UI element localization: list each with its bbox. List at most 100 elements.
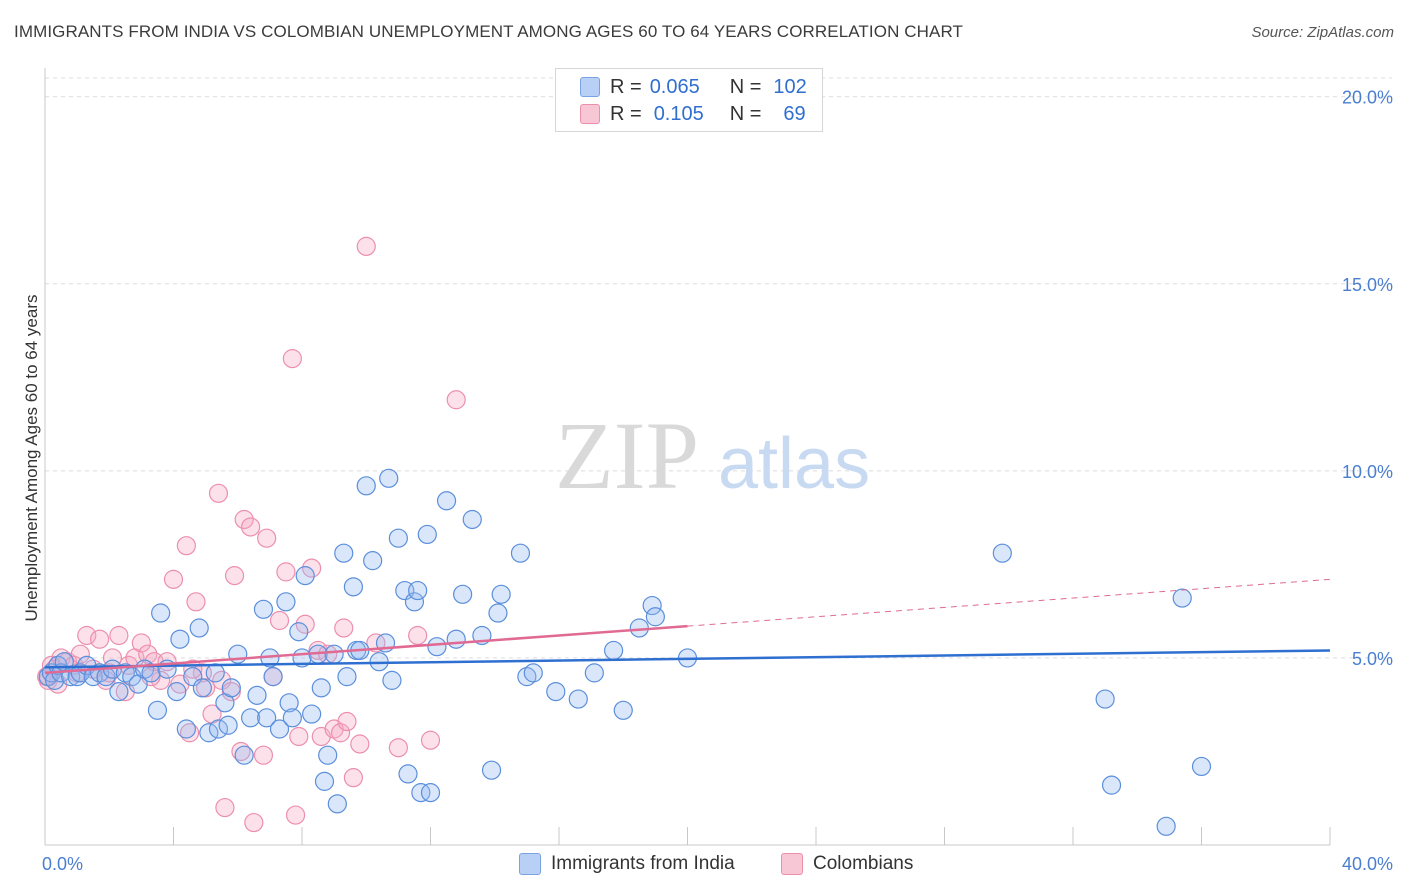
colombians-point [179, 723, 200, 743]
india-point [510, 543, 531, 563]
india-point [568, 689, 588, 709]
india-point [604, 640, 624, 661]
india-point [411, 783, 431, 803]
india-point [311, 678, 331, 698]
colombians-point [408, 625, 428, 646]
colombians-trend-line [44, 624, 688, 675]
watermark-atlas: atlas [718, 424, 870, 504]
india-point [523, 663, 543, 683]
colombians-point [276, 562, 296, 582]
x-tick-label: 0.0% [42, 854, 83, 874]
gridlines [45, 77, 1392, 659]
india-point [241, 708, 261, 728]
legend-r-value: 0.105 [653, 102, 704, 125]
india-point [205, 663, 225, 683]
india-point [257, 708, 277, 728]
colombians-point [77, 625, 97, 646]
india-point [1156, 816, 1176, 836]
bottom-legend-colombians: Colombians [781, 851, 913, 877]
colombians-point [163, 569, 184, 589]
colombians-point [109, 625, 129, 646]
india-point [253, 599, 274, 619]
india-point [481, 760, 502, 780]
india-point [992, 543, 1012, 563]
india-point [324, 644, 344, 664]
india-point [176, 719, 196, 739]
india-point [109, 681, 129, 702]
colombians-point [138, 644, 158, 664]
india-point [427, 637, 447, 657]
legend-n-value: 69 [783, 102, 806, 125]
india-point [420, 783, 441, 803]
colombians-point [285, 805, 306, 825]
india-point [279, 693, 299, 713]
x-tick-label: 40.0% [1342, 854, 1393, 874]
india-point [453, 584, 473, 604]
colombians-point [289, 726, 309, 747]
axes [44, 68, 1331, 846]
colombians-point [388, 738, 408, 758]
colombians-point [70, 644, 90, 664]
india-point [446, 629, 466, 649]
india-point [488, 603, 508, 623]
colombians-point [334, 618, 354, 638]
india-point [314, 771, 335, 791]
colombians-point [241, 517, 261, 537]
india-point [417, 524, 437, 545]
colombians-point [330, 723, 351, 743]
colombians-point [343, 768, 363, 788]
colombians-point [131, 633, 151, 653]
india-point [408, 580, 428, 601]
india-point [289, 622, 309, 642]
colombians-point [176, 536, 196, 556]
colombians-point [269, 610, 290, 631]
india-point [327, 794, 347, 814]
india-swatch [519, 853, 541, 875]
india-point [613, 700, 633, 720]
colombians-swatch [781, 853, 803, 875]
india-point [398, 764, 418, 784]
colombians-point [215, 797, 235, 818]
colombians-point [90, 629, 110, 649]
colombians-point [234, 509, 254, 530]
india-point [1095, 689, 1115, 709]
colombians-point [186, 592, 206, 612]
india-points [38, 468, 1212, 836]
india-point [642, 595, 662, 616]
india-point [147, 700, 168, 720]
colombians-legend-label: Colombians [813, 853, 914, 874]
india-point [379, 468, 399, 488]
india-point [1101, 775, 1122, 795]
colombians-point [420, 730, 441, 750]
colombians-point [244, 812, 264, 833]
india-point [263, 667, 283, 687]
india-point [302, 704, 322, 724]
y-axis-label: Unemployment Among Ages 60 to 64 years [22, 295, 41, 622]
india-point [208, 719, 229, 739]
colombians-point [257, 528, 277, 548]
colombians-point [253, 745, 274, 765]
india-point [404, 592, 425, 612]
legend-row-india: R = 0.065 N = 102 [580, 75, 807, 99]
india-point [141, 663, 161, 683]
india-point [167, 681, 187, 702]
india-point [343, 577, 363, 597]
colombians-point [302, 558, 322, 578]
india-point [276, 592, 296, 612]
india-trend-line [44, 649, 1331, 669]
legend-n-value: 102 [773, 75, 807, 98]
india-point [170, 629, 190, 649]
colombians-point [224, 566, 245, 586]
watermark: ZIP atlas [555, 402, 870, 509]
correlation-legend: R = 0.065 N = 102 R = 0.105 N = 69 [555, 68, 823, 132]
india-point [334, 543, 354, 563]
india-point [218, 715, 238, 735]
colombians-trend-extension [687, 578, 1331, 627]
colombians-swatch [580, 104, 600, 124]
y-tick-label: 15.0% [1342, 275, 1393, 295]
colombians-point [208, 483, 229, 503]
india-legend-label: Immigrants from India [551, 853, 735, 874]
india-point [584, 663, 604, 683]
colombians-point [356, 236, 376, 256]
